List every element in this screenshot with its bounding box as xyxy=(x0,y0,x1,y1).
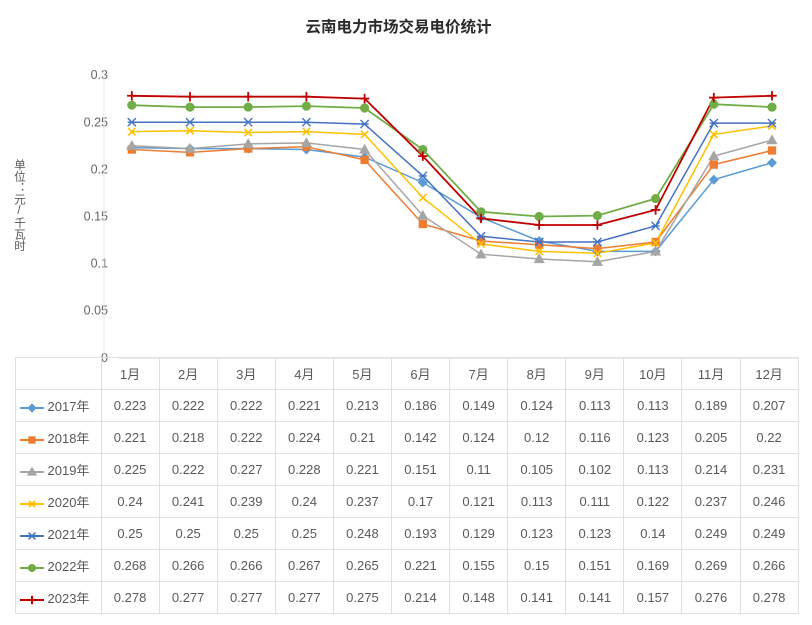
svg-text:0.2: 0.2 xyxy=(91,163,108,177)
svg-text:0.3: 0.3 xyxy=(91,68,108,82)
svg-text:0.1: 0.1 xyxy=(91,257,108,271)
